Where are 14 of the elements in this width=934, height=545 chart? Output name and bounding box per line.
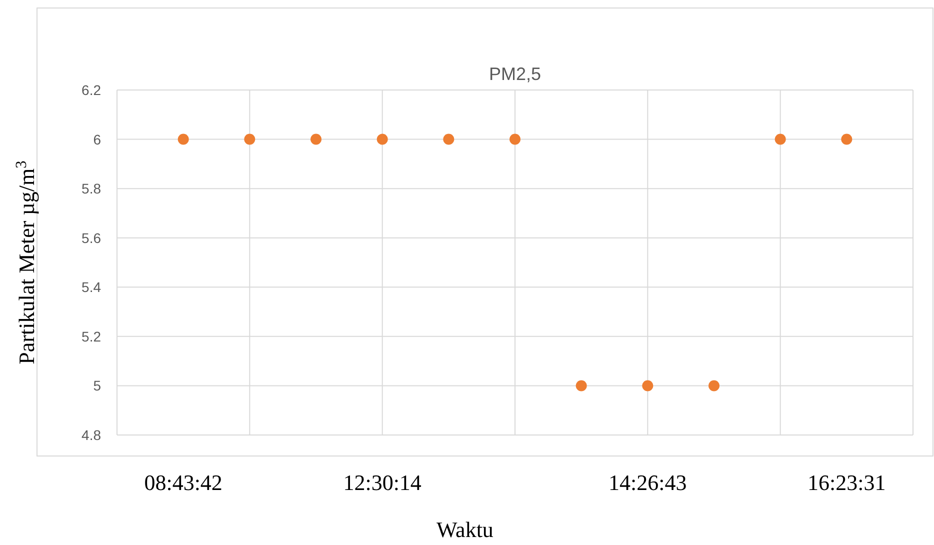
- x-axis-title: Waktu: [436, 517, 494, 542]
- y-tick-label: 5: [93, 378, 102, 394]
- y-tick-label: 5.8: [82, 180, 102, 197]
- y-tick-label: 6: [93, 131, 102, 148]
- x-tick-label: 12:30:14: [343, 470, 422, 495]
- y-tick-label: 5.4: [82, 279, 102, 296]
- x-tick-label: 08:43:42: [144, 470, 222, 495]
- y-tick-label: 5.6: [82, 230, 102, 246]
- y-tick-label: 6.2: [82, 82, 102, 98]
- y-tick-label: 4.8: [82, 427, 102, 443]
- y-tick-label: 5.2: [82, 328, 102, 344]
- x-tick-label: 14:26:43: [608, 470, 687, 495]
- x-tick-label: 16:23:31: [808, 470, 886, 495]
- chart-title: PM2,5: [488, 64, 542, 84]
